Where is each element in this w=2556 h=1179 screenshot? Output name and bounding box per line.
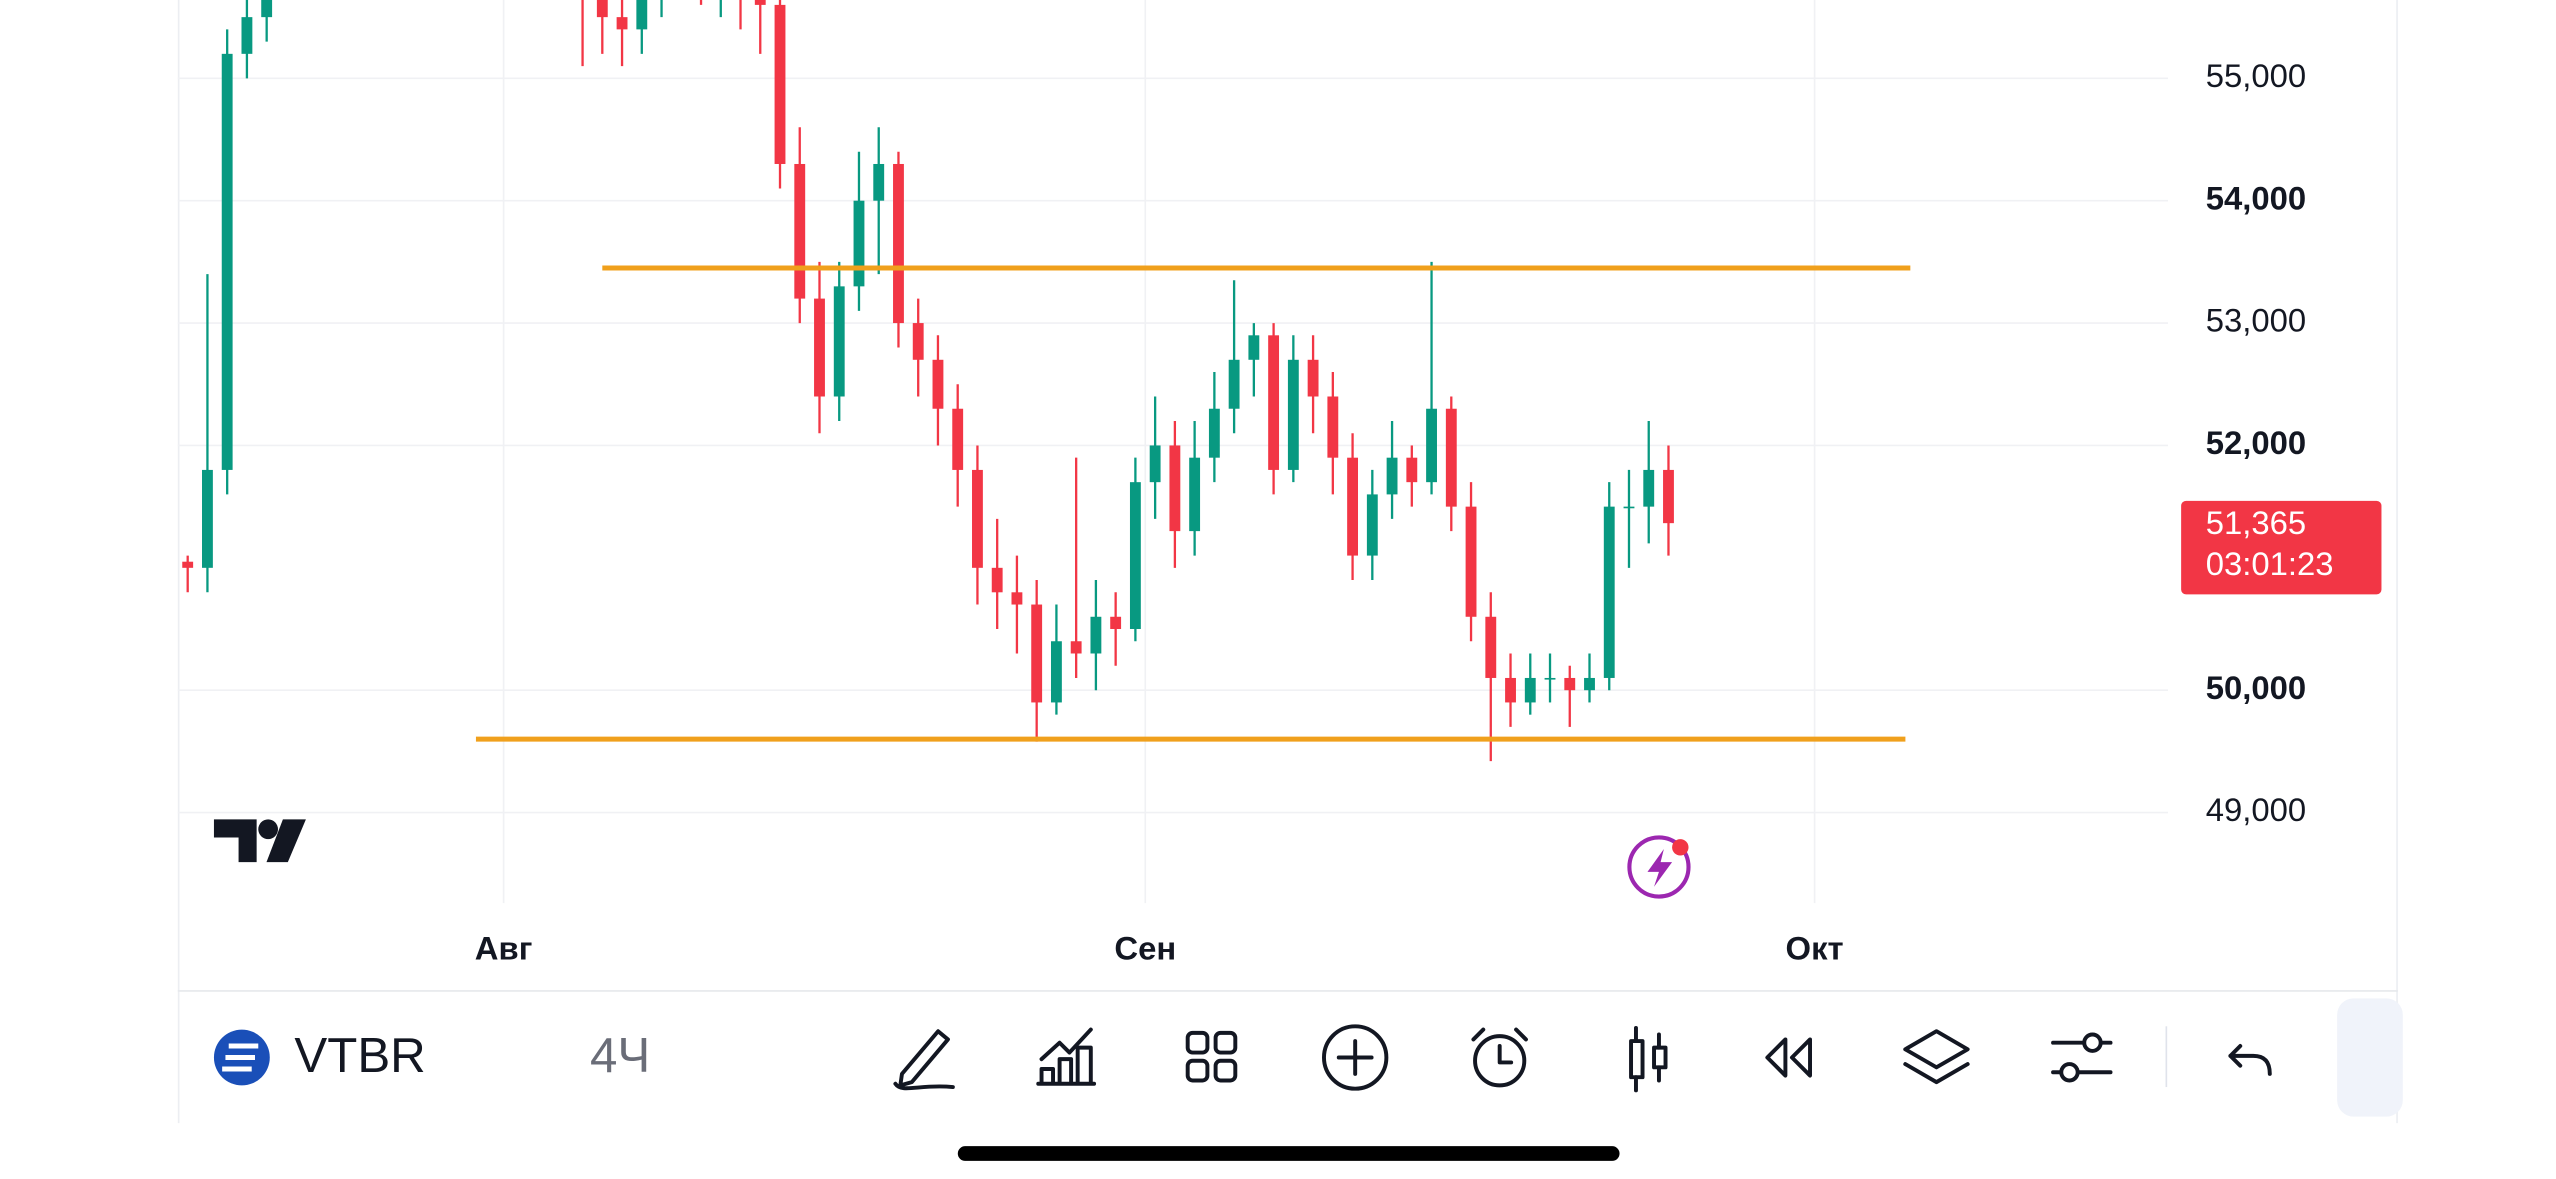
y-tick-label: 49,000 <box>2206 791 2306 828</box>
x-tick-label: Окт <box>1786 929 1844 966</box>
indicators-tool[interactable] <box>1036 1027 1097 1086</box>
candle-body <box>1307 359 1319 397</box>
y-tick-label: 53,000 <box>2206 302 2306 339</box>
candle-body <box>794 163 806 299</box>
add-tool[interactable] <box>1322 1024 1389 1091</box>
candles <box>182 0 1674 762</box>
candle-body <box>1643 469 1655 507</box>
levels <box>475 265 1911 742</box>
candle-body <box>932 359 944 409</box>
candle-body <box>1149 445 1161 483</box>
candle-body <box>1584 677 1595 691</box>
undo-tool[interactable] <box>2228 1044 2272 1076</box>
candle-body <box>1228 359 1240 409</box>
layers-tool[interactable] <box>1903 1029 1970 1085</box>
candle-body <box>1445 408 1457 507</box>
last-price-box: 51,365 03:01:23 <box>2181 500 2382 595</box>
grid <box>177 0 2168 904</box>
candle-body <box>1524 677 1536 703</box>
symbol[interactable]: VTBR <box>294 1028 425 1083</box>
toolbar: VTBR 4Ч <box>213 998 2403 1117</box>
home-indicator <box>957 1146 1620 1161</box>
candle-body <box>1564 677 1576 691</box>
y-tick-label: 54,000 <box>2206 179 2306 216</box>
countdown: 03:01:23 <box>2206 545 2334 582</box>
candle-body <box>754 0 766 5</box>
candle-body <box>1011 592 1023 605</box>
candle-body <box>952 408 964 470</box>
symbol-icon <box>213 1029 270 1086</box>
candle-body <box>1406 457 1418 483</box>
candle-body <box>1366 494 1378 556</box>
candle-body <box>893 163 904 324</box>
candle-body <box>1268 335 1280 470</box>
candle-body <box>1603 506 1615 678</box>
candle-body <box>1623 506 1635 509</box>
candle-body <box>616 17 628 30</box>
axes: 55,000 54,000 53,000 52,000 50,000 49,000 Авг С… <box>475 57 2306 966</box>
candle-body <box>1287 359 1299 470</box>
candle-body <box>774 4 786 164</box>
replay-tool[interactable] <box>1765 1037 1812 1078</box>
interval[interactable]: 4Ч <box>590 1028 650 1083</box>
candle-body <box>1031 604 1043 703</box>
candle-body <box>1386 457 1398 495</box>
alarm-tool[interactable] <box>1471 1027 1528 1088</box>
candle-body <box>991 567 1003 593</box>
settings-tool[interactable] <box>2051 1032 2113 1083</box>
candle-body <box>1050 641 1062 703</box>
candle-body <box>873 163 885 201</box>
y-tick-label: 55,000 <box>2206 57 2306 94</box>
candle-body <box>1465 506 1477 617</box>
candle-body <box>202 469 213 568</box>
candle-body <box>972 469 983 568</box>
candle-body <box>1248 335 1260 360</box>
candle-body <box>1090 616 1102 654</box>
tv-logo <box>213 819 306 863</box>
candle-body <box>182 561 194 568</box>
y-tick-label: 52,000 <box>2206 424 2306 461</box>
candle-body <box>221 53 233 470</box>
chart-type-tool[interactable] <box>1629 1025 1668 1093</box>
y-tick-label: 50,000 <box>2206 669 2306 706</box>
x-tick-label: Авг <box>475 929 533 966</box>
candle-body <box>241 17 253 54</box>
candle-body <box>1189 457 1201 532</box>
candle-body <box>853 200 865 287</box>
last-price-label: 51,365 <box>2206 504 2306 541</box>
candle-body <box>912 323 924 360</box>
candle-body <box>1169 445 1181 532</box>
candle-body <box>833 286 845 397</box>
candle-body <box>1505 677 1516 703</box>
candle-body <box>1347 457 1359 556</box>
candle-body <box>1485 616 1497 678</box>
draw-tool[interactable] <box>893 1029 955 1091</box>
candle-body <box>1110 616 1122 630</box>
more-button[interactable] <box>2337 998 2403 1117</box>
layouts-tool[interactable] <box>1185 1030 1238 1083</box>
candle-body <box>814 298 825 397</box>
candle-body <box>1327 396 1339 458</box>
candle-body <box>1663 469 1674 524</box>
x-tick-label: Сен <box>1114 929 1176 966</box>
candle-body <box>636 0 648 30</box>
candle-body <box>1208 408 1220 458</box>
candle-body <box>596 0 608 18</box>
candle-body <box>1426 408 1437 483</box>
candle-body <box>1544 677 1556 680</box>
alerts-icon[interactable] <box>1627 835 1691 899</box>
candle-body <box>1070 641 1082 654</box>
candle-body <box>261 0 273 18</box>
candle-body <box>1129 482 1141 630</box>
